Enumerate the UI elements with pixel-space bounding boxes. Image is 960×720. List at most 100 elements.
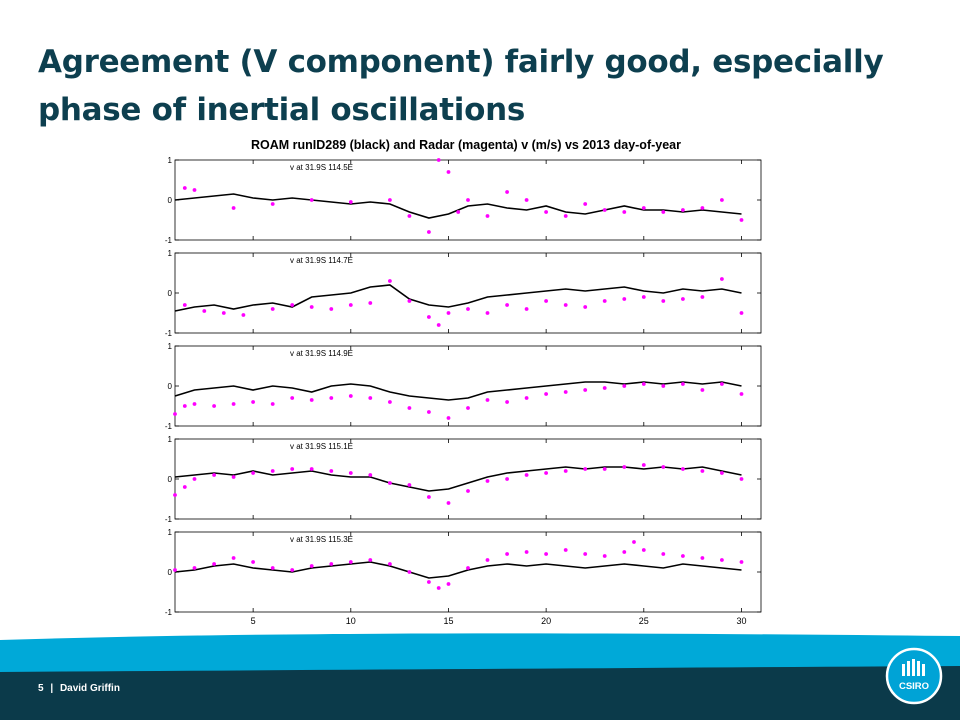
x-tick-label: 20 (541, 616, 551, 626)
radar-point (739, 218, 744, 222)
radar-point (739, 560, 744, 564)
radar-point (563, 469, 568, 473)
radar-point (485, 558, 490, 562)
radar-point (446, 170, 451, 174)
radar-point (583, 467, 588, 471)
radar-point (192, 566, 197, 570)
model-series-line (174, 466, 742, 492)
radar-point (212, 473, 216, 477)
panel-label: v at 31.9S 114.7E (290, 256, 353, 265)
radar-point (720, 382, 724, 386)
radar-point (720, 471, 724, 475)
model-series-line (174, 561, 742, 579)
radar-point (348, 560, 353, 564)
radar-point (251, 400, 255, 404)
y-tick-label: 1 (168, 435, 173, 444)
model-series-line (174, 381, 742, 401)
radar-point (290, 467, 295, 471)
radar-point (622, 210, 627, 214)
radar-point (466, 489, 470, 493)
radar-point (348, 200, 353, 204)
radar-point (329, 396, 334, 400)
radar-point (544, 392, 548, 396)
radar-point (622, 297, 627, 301)
radar-point (231, 402, 236, 406)
radar-point (173, 412, 177, 416)
radar-point (739, 392, 744, 396)
chart-panel-2: -1 0 1 v at 31.9S 114.7E (165, 249, 762, 338)
radar-point (602, 554, 607, 558)
radar-point (368, 558, 373, 562)
radar-point (661, 210, 666, 214)
radar-point (544, 299, 548, 303)
radar-point (192, 188, 197, 192)
page-number: 5 (38, 683, 44, 694)
y-tick-label: 0 (168, 289, 173, 298)
model-series-line (174, 193, 742, 219)
radar-point (681, 297, 685, 301)
radar-point (446, 582, 451, 586)
radar-point (309, 467, 314, 471)
radar-point (466, 307, 470, 311)
radar-point (544, 471, 548, 475)
radar-point (524, 550, 529, 554)
radar-point (329, 562, 334, 566)
footer-text: 5 | David Griffin (38, 683, 124, 694)
radar-point (368, 396, 373, 400)
panel-frame (174, 345, 762, 427)
x-tick-label: 25 (639, 616, 649, 626)
radar-point (466, 406, 470, 410)
panel-label: v at 31.9S 114.5E (290, 163, 353, 172)
radar-point (348, 303, 353, 307)
radar-point (241, 313, 246, 317)
radar-point (436, 586, 441, 590)
radar-point (583, 388, 588, 392)
radar-point (505, 400, 509, 404)
x-tick-label: 5 (251, 616, 256, 626)
y-tick-label: -1 (165, 515, 173, 524)
radar-point (427, 315, 431, 319)
x-tick-label: 10 (346, 616, 356, 626)
radar-point (192, 477, 197, 481)
radar-point (446, 501, 451, 505)
panel-label: v at 31.9S 114.9E (290, 349, 353, 358)
radar-point (563, 214, 568, 218)
radar-point (583, 202, 588, 206)
radar-point (388, 198, 392, 202)
y-tick-label: 1 (168, 249, 173, 258)
radar-point (602, 467, 607, 471)
panel-label: v at 31.9S 115.3E (290, 535, 353, 544)
radar-point (505, 552, 509, 556)
radar-point (329, 307, 334, 311)
y-tick-label: 1 (168, 342, 173, 351)
radar-point (231, 206, 236, 210)
author-name: David Griffin (59, 683, 120, 694)
radar-point (368, 301, 373, 305)
logo-text: CSIRO (899, 681, 929, 692)
radar-point (466, 198, 470, 202)
radar-point (641, 548, 646, 552)
radar-point (212, 404, 216, 408)
chart-panel-1: -1 0 1 v at 31.9S 114.5E (165, 156, 762, 245)
radar-point (388, 562, 392, 566)
radar-point (309, 305, 314, 309)
radar-point (563, 548, 568, 552)
chart-panel-4: -1 0 1 v at 31.9S 115.1E (165, 435, 762, 524)
radar-point (700, 556, 705, 560)
radar-point (436, 158, 441, 162)
radar-point (602, 299, 607, 303)
radar-point (602, 208, 607, 212)
radar-point (681, 382, 685, 386)
panel-frame (174, 531, 762, 613)
radar-point (270, 402, 275, 406)
chart-panel-3: -1 0 1 v at 31.9S 114.9E (165, 342, 762, 431)
radar-point (505, 190, 509, 194)
radar-point (622, 384, 627, 388)
radar-point (583, 552, 588, 556)
radar-point (309, 198, 314, 202)
radar-point (544, 552, 548, 556)
radar-point (309, 564, 314, 568)
radar-point (270, 307, 275, 311)
radar-point (544, 210, 548, 214)
radar-point (720, 198, 724, 202)
